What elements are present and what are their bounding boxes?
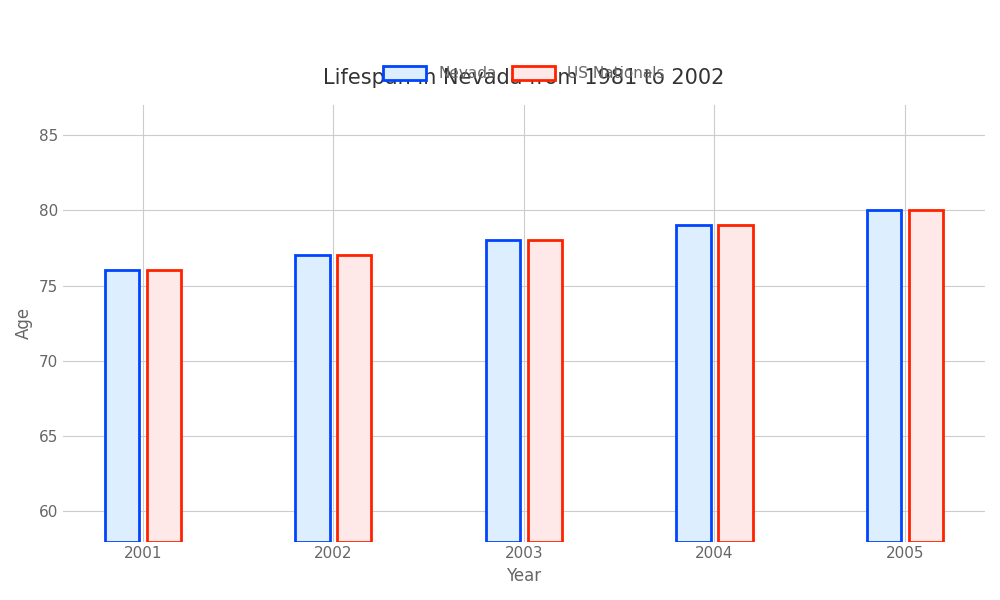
Bar — [909, 210, 943, 542]
Legend: Nevada, US Nationals: Nevada, US Nationals — [377, 60, 671, 88]
Bar — [295, 256, 330, 542]
Title: Lifespan in Nevada from 1981 to 2002: Lifespan in Nevada from 1981 to 2002 — [323, 68, 725, 88]
Bar — [486, 241, 520, 542]
Bar — [718, 225, 753, 542]
Bar — [147, 271, 181, 542]
X-axis label: Year: Year — [506, 567, 541, 585]
Bar — [105, 271, 139, 542]
Bar — [867, 210, 901, 542]
Bar — [337, 256, 371, 542]
Bar — [528, 241, 562, 542]
Y-axis label: Age: Age — [15, 307, 33, 339]
Bar — [676, 225, 711, 542]
